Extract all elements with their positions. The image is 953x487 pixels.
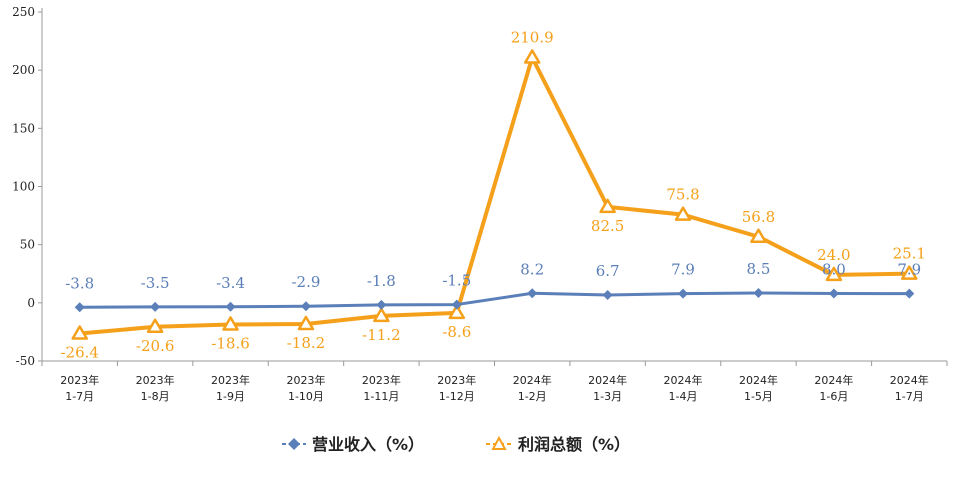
data-point-revenue (828, 288, 839, 299)
data-label-revenue: -3.4 (216, 274, 245, 292)
x-tick-label-year: 2024年 (814, 373, 853, 387)
data-label-revenue: 7.9 (897, 261, 921, 279)
y-tick-label: 200 (12, 63, 35, 77)
data-label-revenue: -1.8 (367, 272, 396, 290)
data-point-profit (222, 316, 239, 331)
x-tick-label-period: 1-11月 (363, 390, 399, 403)
data-point-profit (146, 318, 164, 334)
x-tick-label-period: 1-8月 (141, 390, 170, 403)
y-tick-label: -50 (16, 354, 35, 368)
data-label-revenue: -3.5 (141, 274, 170, 292)
axes: -50 0 50 100 150 200 250 2023年 1-7月 2023年 1-8月 2023… (12, 5, 948, 403)
legend-label-profit: 利润总额（%） (518, 435, 630, 454)
data-point-revenue (527, 288, 538, 299)
data-label-profit: 210.9 (511, 28, 554, 46)
data-label-profit: 24.0 (817, 246, 850, 264)
x-tick-label-period: 1-12月 (439, 390, 475, 403)
legend: 营业收入（%） 利润总额（%） (282, 435, 630, 454)
y-tick-label: 0 (27, 296, 35, 310)
data-point-revenue (376, 299, 387, 310)
data-label-revenue: 8.2 (520, 260, 544, 278)
data-point-revenue (602, 290, 613, 301)
x-tick-label-period: 1-4月 (669, 390, 698, 403)
data-label-profit: 25.1 (893, 245, 926, 263)
triangle-icon (491, 435, 507, 450)
data-label-profit: 56.8 (742, 208, 775, 226)
series-line-profit (79, 55, 910, 336)
x-tick-label-year: 2023年 (362, 373, 401, 387)
data-label-revenue: -2.9 (291, 273, 320, 291)
series-profit (71, 49, 918, 340)
data-label-revenue: -3.8 (65, 274, 94, 292)
data-point-profit (901, 265, 918, 280)
data-point-profit (448, 304, 466, 320)
x-tick-label-year: 2024年 (890, 373, 929, 387)
data-label-profit: -26.4 (60, 344, 98, 362)
x-tick-label-year: 2024年 (739, 373, 778, 387)
data-point-profit (373, 307, 390, 323)
data-point-revenue (904, 288, 915, 299)
data-label-profit: -11.2 (362, 326, 400, 344)
data-point-revenue (753, 287, 764, 298)
x-tick-label-period: 1-5月 (744, 390, 773, 403)
data-label-profit: -18.6 (211, 334, 249, 352)
data-point-revenue (451, 299, 462, 310)
data-label-revenue: -1.5 (442, 272, 471, 290)
x-tick-label-period: 1-7月 (895, 390, 924, 403)
data-label-profit: 82.5 (591, 217, 624, 235)
data-point-profit (599, 198, 616, 214)
x-tick-label-year: 2023年 (60, 373, 99, 387)
data-point-profit (71, 325, 88, 340)
x-tick-label-year: 2023年 (136, 373, 175, 387)
data-label-revenue: 8.5 (747, 260, 771, 278)
series-revenue (74, 287, 915, 313)
data-point-profit (297, 315, 315, 331)
data-point-revenue (300, 301, 311, 312)
y-tick-label: 50 (20, 238, 35, 252)
x-tick-label-year: 2024年 (513, 373, 552, 387)
data-point-revenue (150, 301, 161, 312)
data-point-profit (750, 228, 767, 244)
data-point-profit (674, 206, 692, 221)
diamond-icon (288, 438, 300, 450)
x-tick-label-year: 2024年 (664, 373, 703, 387)
y-tick-label: 150 (12, 121, 35, 135)
data-point-profit (523, 49, 541, 64)
data-point-profit (825, 266, 843, 282)
data-label-profit: -18.2 (287, 334, 325, 352)
data-point-revenue (225, 301, 236, 312)
x-tick-label-year: 2023年 (286, 373, 325, 387)
legend-item-revenue: 营业收入（%） (282, 435, 424, 454)
x-tick-label-period: 1-3月 (593, 390, 622, 403)
x-tick-label-year: 2023年 (211, 373, 250, 387)
x-tick-label-period: 1-10月 (288, 390, 324, 403)
y-tick-label: 100 (12, 180, 35, 194)
x-tick-label-year: 2023年 (437, 373, 476, 387)
data-point-revenue (74, 302, 85, 313)
x-tick-label-period: 1-9月 (216, 390, 245, 403)
x-tick-label-year: 2024年 (588, 373, 627, 387)
x-tick-label-period: 1-7月 (65, 390, 94, 403)
series-lines (71, 49, 918, 340)
legend-label-revenue: 营业收入（%） (312, 435, 424, 454)
series-line-revenue (79, 291, 910, 309)
x-tick-label-period: 1-6月 (819, 390, 848, 403)
legend-item-profit: 利润总额（%） (486, 435, 630, 454)
data-label-revenue: 7.9 (671, 261, 695, 279)
data-label-profit: 75.8 (666, 186, 699, 204)
data-label-revenue: 8.0 (822, 261, 846, 279)
x-tick-label-period: 1-2月 (518, 390, 547, 403)
data-label-profit: -20.6 (136, 337, 174, 355)
data-point-revenue (678, 288, 689, 299)
data-label-profit: -8.6 (442, 323, 471, 341)
y-tick-label: 250 (12, 5, 35, 19)
data-label-revenue: 6.7 (596, 262, 620, 280)
data-labels: -3.8 -3.5 -3.4 -2.9 -1.8 -1.5 8.2 6.7 7.9 8.5 8.0 7… (60, 28, 926, 361)
